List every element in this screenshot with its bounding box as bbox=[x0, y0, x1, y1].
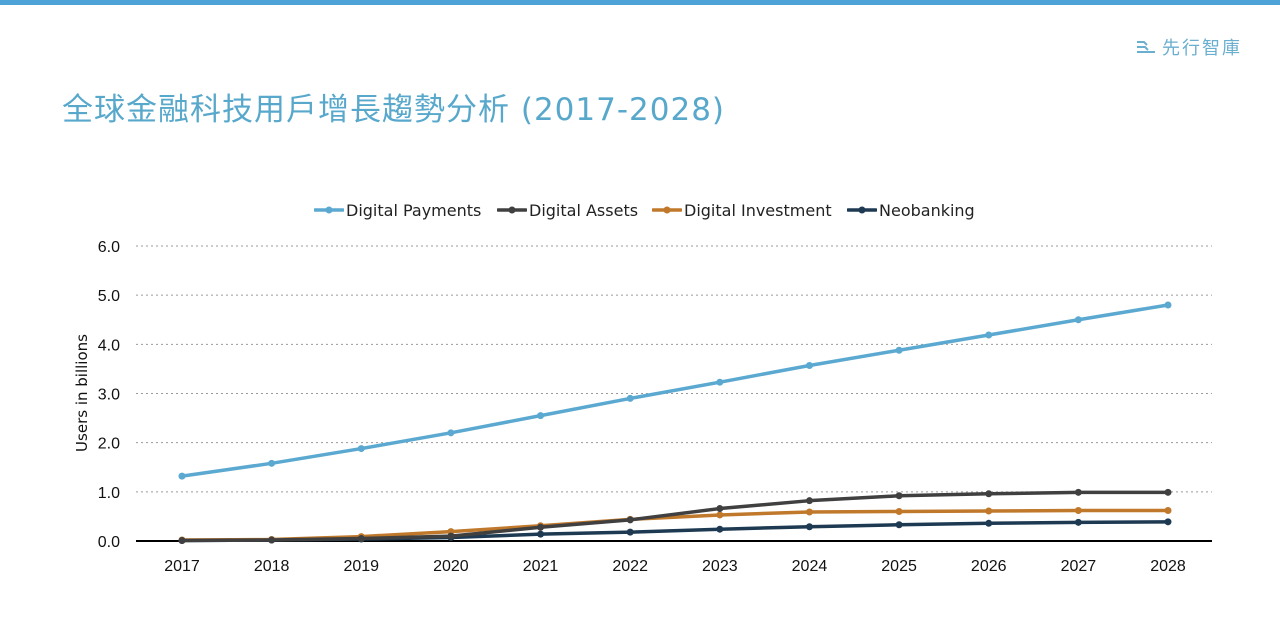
y-tick-label: 4.0 bbox=[98, 337, 120, 354]
x-tick-label: 2028 bbox=[1150, 558, 1186, 575]
data-point bbox=[895, 521, 903, 529]
legend-swatch-icon bbox=[497, 206, 527, 214]
x-tick-label: 2019 bbox=[343, 558, 379, 575]
data-point bbox=[1074, 518, 1082, 526]
data-point bbox=[805, 497, 813, 505]
legend-item: Digital Investment bbox=[652, 199, 832, 221]
data-point bbox=[1164, 301, 1172, 309]
x-tick-label: 2020 bbox=[433, 558, 469, 575]
data-point bbox=[1074, 507, 1082, 515]
data-point bbox=[357, 445, 365, 453]
brand-mark-icon bbox=[1137, 41, 1155, 53]
y-axis-label: Users in billions bbox=[73, 334, 91, 452]
data-point bbox=[268, 536, 276, 544]
legend-label: Neobanking bbox=[879, 200, 975, 220]
x-tick-label: 2017 bbox=[164, 558, 200, 575]
x-tick-label: 2024 bbox=[792, 558, 828, 575]
data-point bbox=[1074, 316, 1082, 324]
y-tick-label: 2.0 bbox=[98, 436, 120, 453]
data-point bbox=[716, 511, 724, 519]
data-point bbox=[1164, 507, 1172, 515]
x-tick-label: 2027 bbox=[1061, 558, 1097, 575]
data-point bbox=[626, 528, 634, 536]
x-tick-label: 2026 bbox=[971, 558, 1007, 575]
data-point bbox=[626, 516, 634, 524]
y-tick-label: 5.0 bbox=[98, 288, 120, 305]
legend-item: Digital Assets bbox=[497, 199, 638, 221]
data-point bbox=[626, 394, 634, 402]
series-line bbox=[180, 490, 1170, 543]
brand-logo: 先行智庫 bbox=[1136, 34, 1242, 60]
data-point bbox=[268, 459, 276, 467]
data-point bbox=[178, 472, 186, 480]
data-point bbox=[357, 535, 365, 543]
legend-swatch-icon bbox=[847, 206, 877, 214]
data-point bbox=[1164, 518, 1172, 526]
data-point bbox=[895, 346, 903, 354]
y-tick-label: 0.0 bbox=[98, 534, 120, 551]
data-point bbox=[537, 530, 545, 538]
data-point bbox=[1164, 488, 1172, 496]
legend-swatch-icon bbox=[314, 206, 344, 214]
data-point bbox=[985, 490, 993, 498]
data-point bbox=[447, 429, 455, 437]
legend-label: Digital Investment bbox=[684, 200, 832, 220]
y-tick-label: 3.0 bbox=[98, 387, 120, 404]
data-point bbox=[985, 519, 993, 527]
legend-label: Digital Assets bbox=[529, 200, 639, 220]
legend-swatch-icon bbox=[652, 206, 682, 214]
chart-legend: Digital Payments Digital Assets Digital In… bbox=[0, 199, 1280, 225]
legend-item: Digital Payments bbox=[314, 199, 481, 221]
y-tick-label: 6.0 bbox=[98, 239, 120, 256]
data-point bbox=[985, 331, 993, 339]
data-point bbox=[716, 505, 724, 513]
data-point bbox=[895, 508, 903, 515]
series-digital-payments bbox=[178, 301, 1172, 480]
data-point bbox=[805, 508, 813, 516]
x-tick-label: 2021 bbox=[523, 558, 559, 575]
data-point bbox=[537, 412, 545, 420]
data-point bbox=[805, 523, 813, 531]
top-accent-bar bbox=[0, 0, 1280, 5]
x-tick-label: 2018 bbox=[254, 558, 290, 575]
legend-item: Neobanking bbox=[847, 199, 975, 221]
data-point bbox=[537, 523, 545, 531]
x-tick-label: 2023 bbox=[702, 558, 738, 575]
data-point bbox=[1074, 488, 1082, 496]
data-point bbox=[716, 525, 724, 533]
x-tick-label: 2025 bbox=[881, 558, 917, 575]
data-point bbox=[447, 532, 455, 540]
x-tick-label: 2022 bbox=[612, 558, 648, 575]
data-point bbox=[985, 507, 993, 515]
page-title: 全球金融科技用戶增長趨勢分析 (2017-2028) bbox=[62, 92, 726, 128]
series-line bbox=[180, 303, 1170, 478]
data-point bbox=[895, 492, 903, 500]
series-digital-assets bbox=[178, 488, 1172, 545]
brand-name: 先行智庫 bbox=[1162, 38, 1242, 59]
legend-label: Digital Payments bbox=[346, 200, 482, 220]
data-point bbox=[716, 378, 724, 386]
y-tick-label: 1.0 bbox=[98, 485, 120, 502]
data-point bbox=[805, 361, 813, 369]
data-point bbox=[178, 537, 186, 545]
